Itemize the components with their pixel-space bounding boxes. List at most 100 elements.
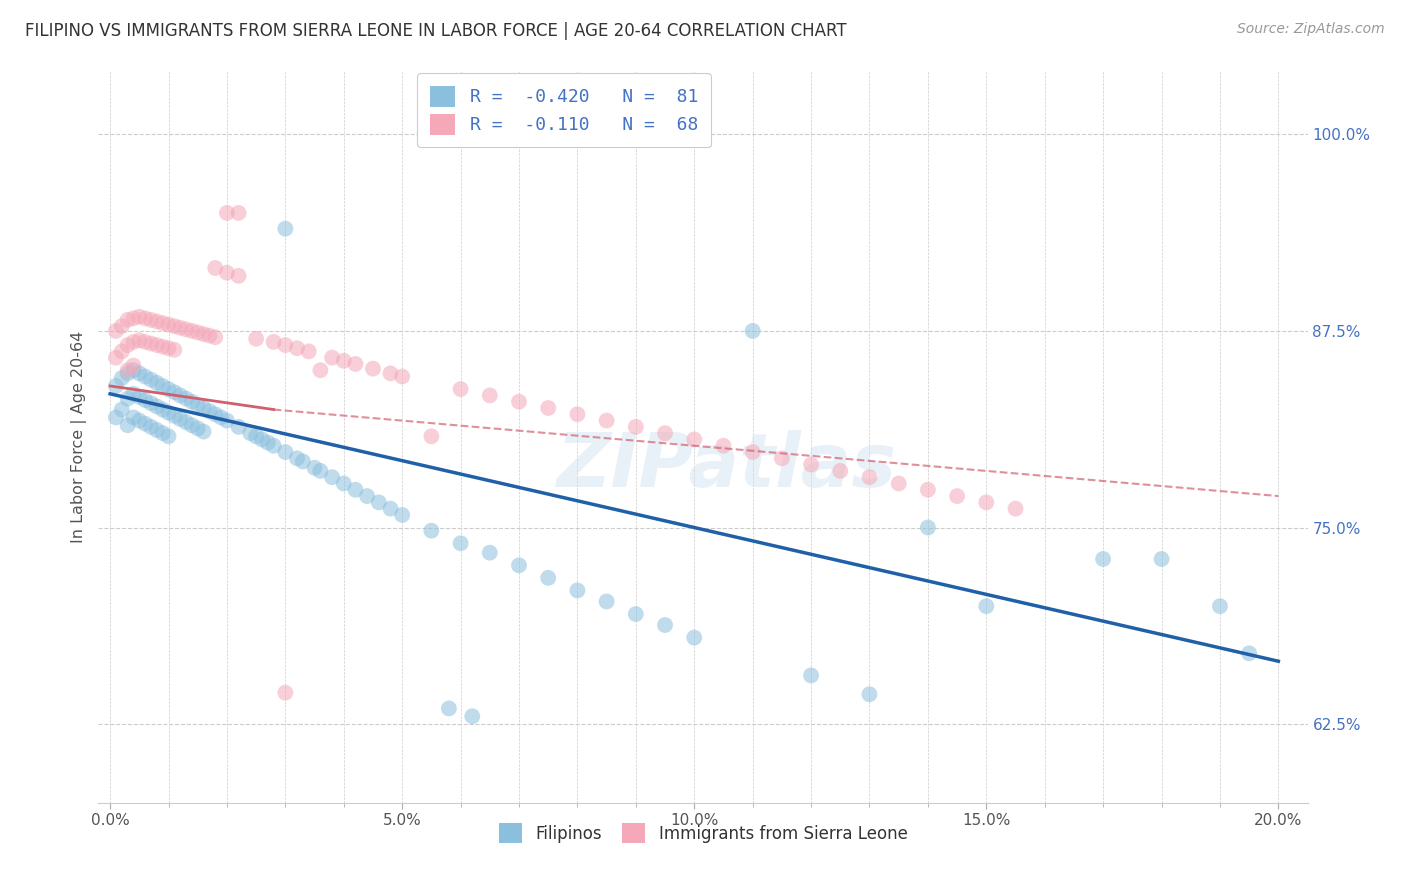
Point — [122, 410, 145, 425]
Point — [128, 334, 150, 348]
Point — [304, 460, 326, 475]
Point — [595, 413, 617, 427]
Point — [187, 421, 209, 435]
Point — [169, 320, 191, 334]
Point — [146, 338, 169, 352]
Point — [624, 607, 647, 621]
Point — [157, 382, 180, 396]
Point — [134, 311, 156, 326]
Point — [437, 701, 460, 715]
Point — [209, 410, 232, 425]
Point — [380, 367, 402, 381]
Point — [180, 418, 202, 433]
Point — [104, 351, 127, 365]
Point — [139, 373, 162, 387]
Point — [274, 686, 297, 700]
Point — [321, 470, 343, 484]
Point — [187, 398, 209, 412]
Point — [274, 338, 297, 352]
Point — [198, 404, 221, 418]
Point — [858, 687, 880, 701]
Point — [204, 260, 226, 275]
Point — [285, 341, 308, 355]
Point — [128, 413, 150, 427]
Point — [146, 400, 169, 414]
Point — [461, 709, 484, 723]
Point — [122, 387, 145, 401]
Point — [152, 426, 174, 441]
Point — [450, 536, 472, 550]
Point — [1150, 552, 1173, 566]
Point — [134, 393, 156, 408]
Point — [215, 206, 238, 220]
Point — [245, 332, 267, 346]
Point — [858, 470, 880, 484]
Point — [169, 388, 191, 402]
Point — [122, 311, 145, 326]
Point — [274, 445, 297, 459]
Point — [104, 410, 127, 425]
Point — [391, 508, 413, 522]
Point — [117, 313, 139, 327]
Point — [117, 338, 139, 352]
Point — [152, 316, 174, 330]
Point — [163, 319, 186, 334]
Point — [332, 476, 354, 491]
Point — [204, 330, 226, 344]
Point — [567, 583, 589, 598]
Point — [946, 489, 969, 503]
Point — [741, 324, 763, 338]
Point — [157, 341, 180, 355]
Point — [800, 458, 823, 472]
Point — [117, 418, 139, 433]
Point — [128, 310, 150, 324]
Point — [478, 388, 501, 402]
Point — [180, 394, 202, 409]
Point — [291, 454, 314, 468]
Point — [420, 524, 443, 538]
Point — [163, 409, 186, 423]
Point — [139, 313, 162, 327]
Point — [567, 407, 589, 421]
Point — [263, 334, 285, 349]
Point — [152, 340, 174, 354]
Point — [128, 390, 150, 404]
Point — [111, 319, 134, 334]
Point — [508, 394, 530, 409]
Point — [139, 396, 162, 410]
Point — [228, 420, 250, 434]
Point — [157, 406, 180, 420]
Point — [122, 334, 145, 349]
Point — [198, 328, 221, 343]
Point — [239, 426, 262, 441]
Point — [654, 426, 676, 441]
Point — [117, 363, 139, 377]
Point — [1092, 552, 1115, 566]
Point — [163, 343, 186, 357]
Point — [508, 558, 530, 573]
Point — [256, 435, 278, 450]
Point — [104, 324, 127, 338]
Point — [391, 369, 413, 384]
Point — [450, 382, 472, 396]
Point — [117, 367, 139, 381]
Point — [309, 464, 332, 478]
Point — [117, 392, 139, 406]
Point — [104, 379, 127, 393]
Point — [887, 476, 910, 491]
Point — [741, 445, 763, 459]
Point — [356, 489, 378, 503]
Point — [683, 433, 706, 447]
Point — [298, 344, 321, 359]
Point — [1237, 646, 1260, 660]
Point — [361, 361, 384, 376]
Point — [595, 594, 617, 608]
Point — [770, 451, 793, 466]
Point — [122, 363, 145, 377]
Point — [139, 420, 162, 434]
Point — [111, 344, 134, 359]
Point — [152, 402, 174, 417]
Point — [245, 429, 267, 443]
Point — [974, 599, 997, 614]
Point — [128, 367, 150, 381]
